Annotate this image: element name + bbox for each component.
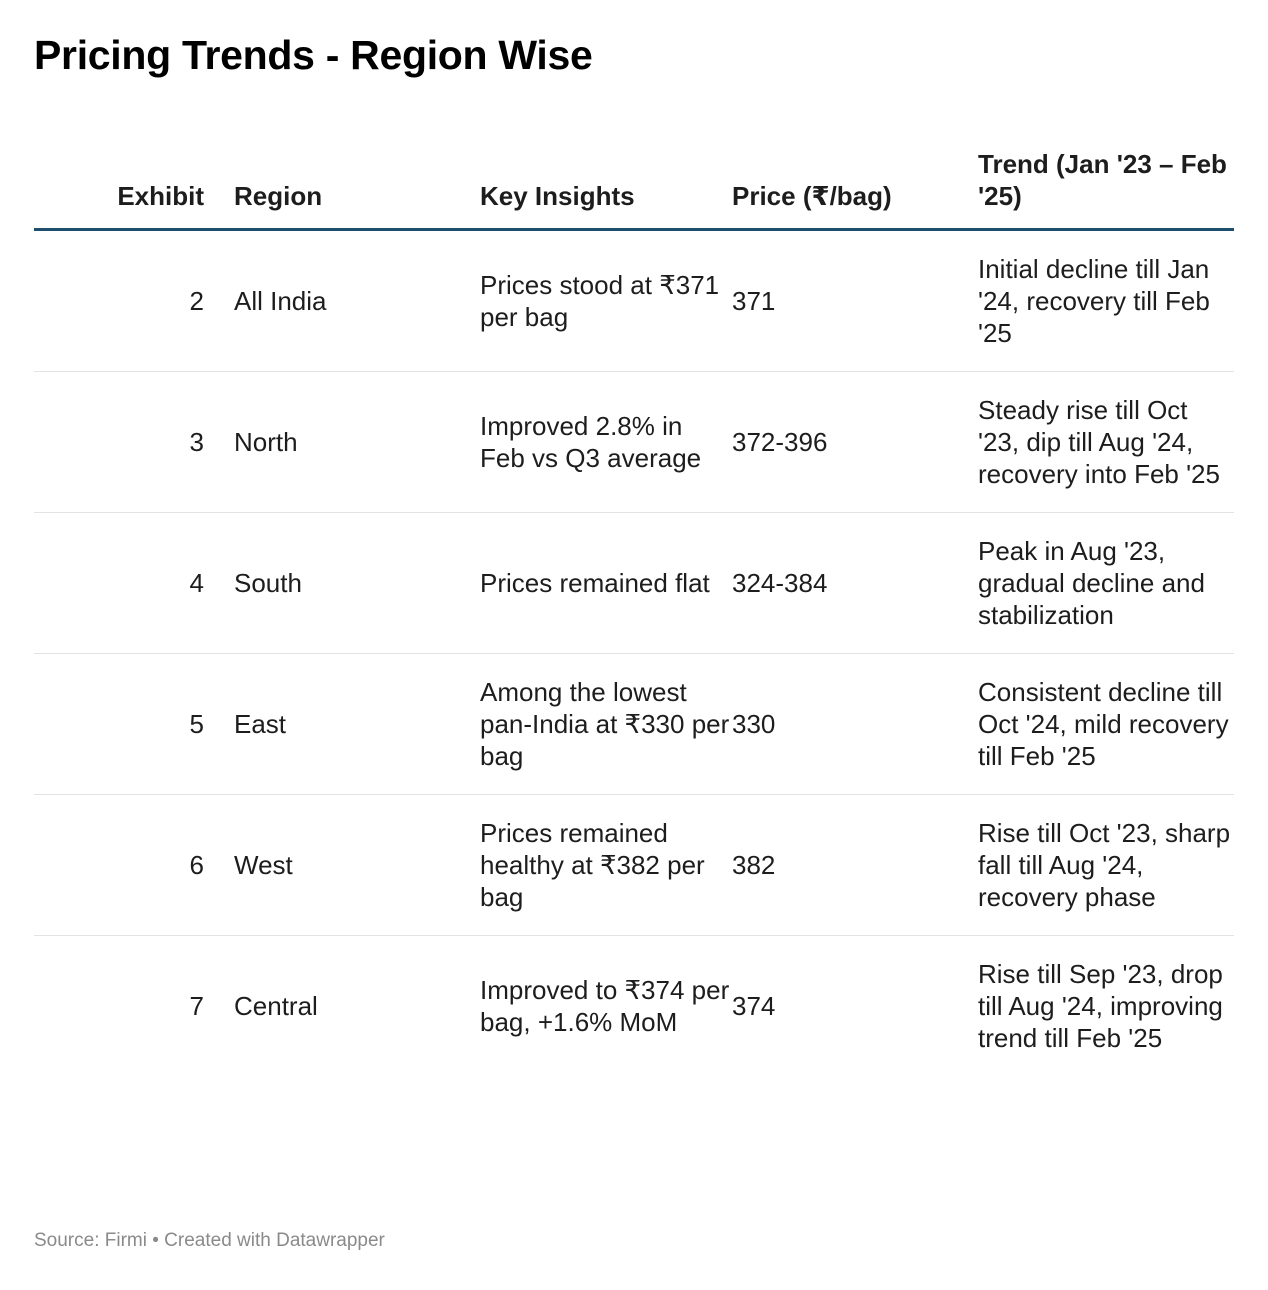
- cell-insight: Prices remained flat: [480, 512, 732, 654]
- header-trend: Trend (Jan '23 – Feb '25): [978, 132, 1234, 231]
- cell-insight: Prices stood at ₹371 per bag: [480, 229, 732, 372]
- cell-exhibit: 4: [34, 512, 234, 654]
- header-price: Price (₹/bag): [732, 132, 978, 231]
- table-row: 2 All India Prices stood at ₹371 per bag…: [34, 229, 1234, 372]
- header-key-insights: Key Insights: [480, 132, 732, 231]
- cell-price: 374: [732, 991, 776, 1021]
- cell-region: All India: [234, 229, 480, 372]
- table-header-row: Exhibit Region Key Insights Price (₹/bag…: [34, 132, 1234, 231]
- cell-exhibit: 2: [34, 229, 234, 372]
- cell-region: South: [234, 512, 480, 654]
- cell-region: Central: [234, 991, 318, 1021]
- cell-insight: Improved to ₹374 per bag, +1.6% MoM: [480, 975, 730, 1037]
- table-row: 6 West Prices remained healthy at ₹382 p…: [34, 794, 1234, 936]
- pricing-table: Exhibit Region Key Insights Price (₹/bag…: [34, 132, 1234, 1076]
- table-row: 3 North Improved 2.8% in Feb vs Q3 avera…: [34, 371, 1234, 513]
- cell-exhibit: 3: [34, 371, 234, 513]
- cell-price: 371: [732, 229, 978, 372]
- table-row: 5 East Among the lowest pan-India at ₹33…: [34, 653, 1234, 795]
- cell-trend: Rise till Sep '23, drop till Aug '24, im…: [978, 959, 1223, 1053]
- cell-price: 382: [732, 794, 978, 936]
- table-row: 7 Central Improved to ₹374 per bag, +1.6…: [34, 936, 1234, 1077]
- cell-price: 330: [732, 653, 978, 795]
- source-note: Source: Firmi • Created with Datawrapper: [34, 1230, 385, 1251]
- cell-region: West: [234, 794, 480, 936]
- header-exhibit: Exhibit: [34, 132, 234, 231]
- cell-exhibit: 7: [189, 991, 204, 1021]
- cell-region: North: [234, 371, 480, 513]
- cell-price: 324-384: [732, 512, 978, 654]
- cell-trend: Steady rise till Oct '23, dip till Aug '…: [978, 371, 1234, 513]
- cell-trend: Initial decline till Jan '24, recovery t…: [978, 229, 1234, 372]
- table-row: 4 South Prices remained flat 324-384 Pea…: [34, 512, 1234, 654]
- cell-trend: Peak in Aug '23, gradual decline and sta…: [978, 512, 1234, 654]
- cell-region: East: [234, 653, 480, 795]
- cell-exhibit: 6: [34, 794, 234, 936]
- cell-insight: Among the lowest pan-India at ₹330 per b…: [480, 653, 732, 795]
- cell-insight: Prices remained healthy at ₹382 per bag: [480, 794, 732, 936]
- cell-trend: Rise till Oct '23, sharp fall till Aug '…: [978, 794, 1234, 936]
- header-region: Region: [234, 132, 480, 231]
- cell-insight: Improved 2.8% in Feb vs Q3 average: [480, 371, 732, 513]
- chart-title: Pricing Trends - Region Wise: [34, 32, 593, 78]
- cell-price: 372-396: [732, 371, 978, 513]
- cell-trend: Consistent decline till Oct '24, mild re…: [978, 653, 1234, 795]
- cell-exhibit: 5: [34, 653, 234, 795]
